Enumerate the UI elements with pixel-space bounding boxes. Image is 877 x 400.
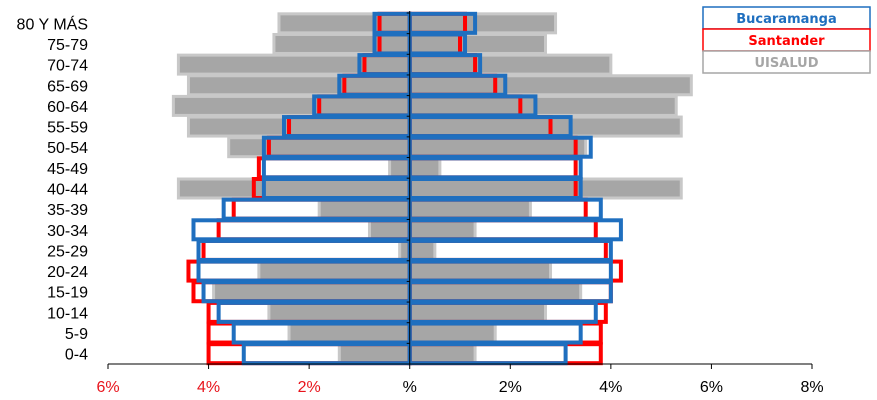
- bar-uisalud-left-13: [212, 280, 412, 303]
- legend: Bucaramanga Santander UISALUD: [702, 6, 871, 74]
- bar-uisalud-left-1: [272, 32, 412, 55]
- bar-uisalud-left-12: [257, 260, 412, 283]
- bar-uisalud-right-8: [408, 177, 683, 200]
- bar-uisalud-right-3: [408, 74, 693, 97]
- bar-uisalud-left-9: [317, 198, 412, 221]
- category-label-10: 30-34: [47, 223, 88, 240]
- x-tick-label-0: 6%: [96, 379, 119, 396]
- bar-bucaramanga-left-7: [261, 156, 412, 180]
- category-label-14: 10-14: [47, 305, 88, 322]
- x-axis: 6% 4% 2%% 2% 4% 6% 8%: [96, 11, 824, 396]
- bar-uisalud-left-4: [171, 94, 412, 117]
- x-tick-label-1: 4%: [197, 379, 220, 396]
- y-axis-labels: 80 Y MÁS 75-79 70-74 65-69 60-64 55-59 50-54 45…: [17, 14, 89, 363]
- category-label-5: 55-59: [47, 120, 88, 137]
- legend-label-2: UISALUD: [755, 56, 819, 71]
- legend-box-2: [702, 50, 871, 74]
- x-tick-label-3: %: [403, 379, 417, 396]
- category-label-4: 60-64: [47, 99, 88, 116]
- bar-uisalud-left-10: [367, 218, 412, 241]
- bars-layer: [171, 11, 693, 366]
- x-tick-label-7: 8%: [800, 379, 823, 396]
- bar-uisalud-left-7: [388, 156, 412, 179]
- legend-label-0: Bucaramanga: [736, 12, 836, 27]
- bar-uisalud-right-12: [408, 260, 553, 283]
- bar-uisalud-right-6: [408, 136, 588, 159]
- bar-uisalud-left-8: [176, 177, 412, 200]
- bar-uisalud-left-15: [287, 322, 412, 345]
- bar-uisalud-right-1: [408, 32, 547, 55]
- bar-uisalud-right-10: [408, 218, 477, 241]
- bar-uisalud-left-0: [277, 12, 412, 35]
- category-label-11: 25-29: [47, 243, 88, 260]
- category-label-13: 15-19: [47, 285, 88, 302]
- bar-santander-left-7: [256, 156, 412, 180]
- category-label-6: 50-54: [47, 140, 88, 157]
- x-tick-label-2: 2%: [298, 379, 321, 396]
- bar-uisalud-left-2: [176, 53, 412, 76]
- bar-uisalud-left-6: [227, 136, 412, 159]
- bar-uisalud-right-15: [408, 322, 497, 345]
- bar-uisalud-left-3: [186, 74, 412, 97]
- bar-uisalud-right-16: [408, 342, 477, 365]
- bar-uisalud-right-4: [408, 94, 678, 117]
- bar-uisalud-right-2: [408, 53, 613, 76]
- category-label-9: 35-39: [47, 202, 88, 219]
- category-label-12: 20-24: [47, 264, 88, 281]
- bar-uisalud-right-0: [408, 12, 558, 35]
- x-tick-label-5: 4%: [599, 379, 622, 396]
- bar-santander-right-11: [407, 238, 608, 262]
- bar-uisalud-right-11: [408, 239, 437, 262]
- series-uisalud: [171, 12, 693, 365]
- bar-uisalud-right-9: [408, 198, 532, 221]
- bar-bucaramanga-left-11: [196, 238, 412, 262]
- bar-uisalud-left-16: [337, 342, 412, 365]
- category-label-1: 75-79: [47, 37, 88, 54]
- category-label-16: 0-4: [65, 347, 88, 364]
- category-label-3: 65-69: [47, 78, 88, 95]
- bar-uisalud-left-14: [267, 301, 412, 324]
- x-tick-label-4: 2%: [499, 379, 522, 396]
- bar-santander-left-11: [201, 238, 412, 262]
- bar-bucaramanga-right-11: [407, 238, 613, 262]
- bar-uisalud-left-5: [186, 115, 412, 138]
- category-label-15: 5-9: [65, 326, 88, 343]
- category-label-0: 80 Y MÁS: [17, 14, 88, 33]
- legend-label-1: Santander: [748, 34, 825, 49]
- category-label-7: 45-49: [47, 161, 88, 178]
- bar-uisalud-right-14: [408, 301, 547, 324]
- bar-uisalud-right-13: [408, 280, 583, 303]
- category-label-2: 70-74: [47, 58, 88, 75]
- category-label-8: 40-44: [47, 182, 88, 199]
- bar-uisalud-right-5: [408, 115, 683, 138]
- x-tick-label-6: 6%: [700, 379, 723, 396]
- bar-uisalud-right-7: [408, 156, 442, 179]
